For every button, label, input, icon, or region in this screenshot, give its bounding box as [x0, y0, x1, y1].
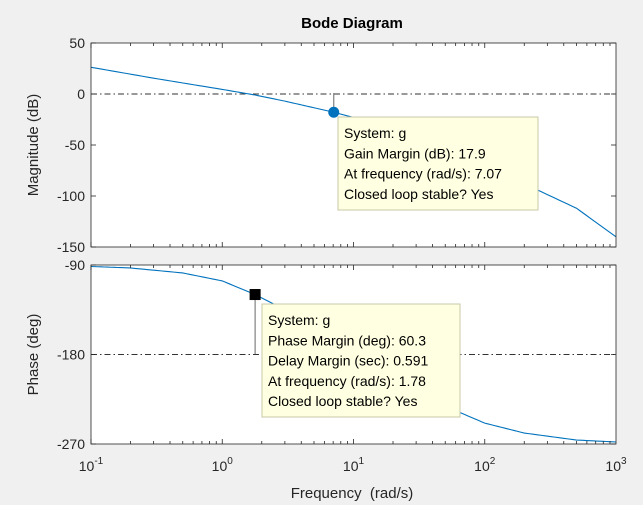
x-tick-label: 102 — [474, 456, 496, 474]
datatip-line: Closed loop stable? Yes — [268, 393, 417, 409]
y-tick-label: -100 — [57, 188, 85, 204]
datatip-line: System: g — [344, 125, 406, 141]
y-tick-label: 0 — [77, 86, 85, 102]
y-tick-label: -150 — [57, 239, 85, 255]
datatip-line: Gain Margin (dB): 17.9 — [344, 145, 486, 161]
chart-title: Bode Diagram — [301, 15, 403, 32]
y-axis-label: Phase (deg) — [25, 314, 42, 396]
datatip-line: Delay Margin (sec): 0.591 — [268, 353, 429, 369]
phase-axes[interactable]: -90 -180 -270 10-1 100 101 102 103 Phase (deg) Sy… — [25, 257, 627, 474]
datatip-box — [261, 303, 461, 418]
datatip-box — [337, 116, 539, 211]
y-tick-label: 50 — [69, 35, 85, 51]
datatip-line: Phase Margin (deg): 60.3 — [268, 332, 426, 348]
y-axis-label: Magnitude (dB) — [25, 94, 42, 197]
x-tick-label: 10-1 — [79, 456, 104, 474]
datatip-line: At frequency (rad/s): 1.78 — [268, 373, 426, 389]
datatip-line: At frequency (rad/s): 7.07 — [344, 166, 502, 182]
y-tick-label: -270 — [57, 436, 85, 452]
datatip-marker — [328, 106, 340, 118]
datatip-line: System: g — [268, 312, 330, 328]
magnitude-axes[interactable]: 50 0 -50 -100 -150 Magnitude (dB) System: g Gai… — [25, 35, 617, 255]
x-tick-label: 103 — [605, 456, 627, 474]
y-tick-label: -90 — [65, 257, 85, 273]
datatip-marker — [249, 289, 261, 301]
y-tick-label: -180 — [57, 347, 85, 363]
x-axis-label: Frequency (rad/s) — [291, 485, 414, 502]
x-tick-label: 100 — [212, 456, 234, 474]
datatip-line: Closed loop stable? Yes — [344, 186, 493, 202]
x-tick-label: 101 — [343, 456, 365, 474]
y-tick-label: -50 — [65, 137, 85, 153]
